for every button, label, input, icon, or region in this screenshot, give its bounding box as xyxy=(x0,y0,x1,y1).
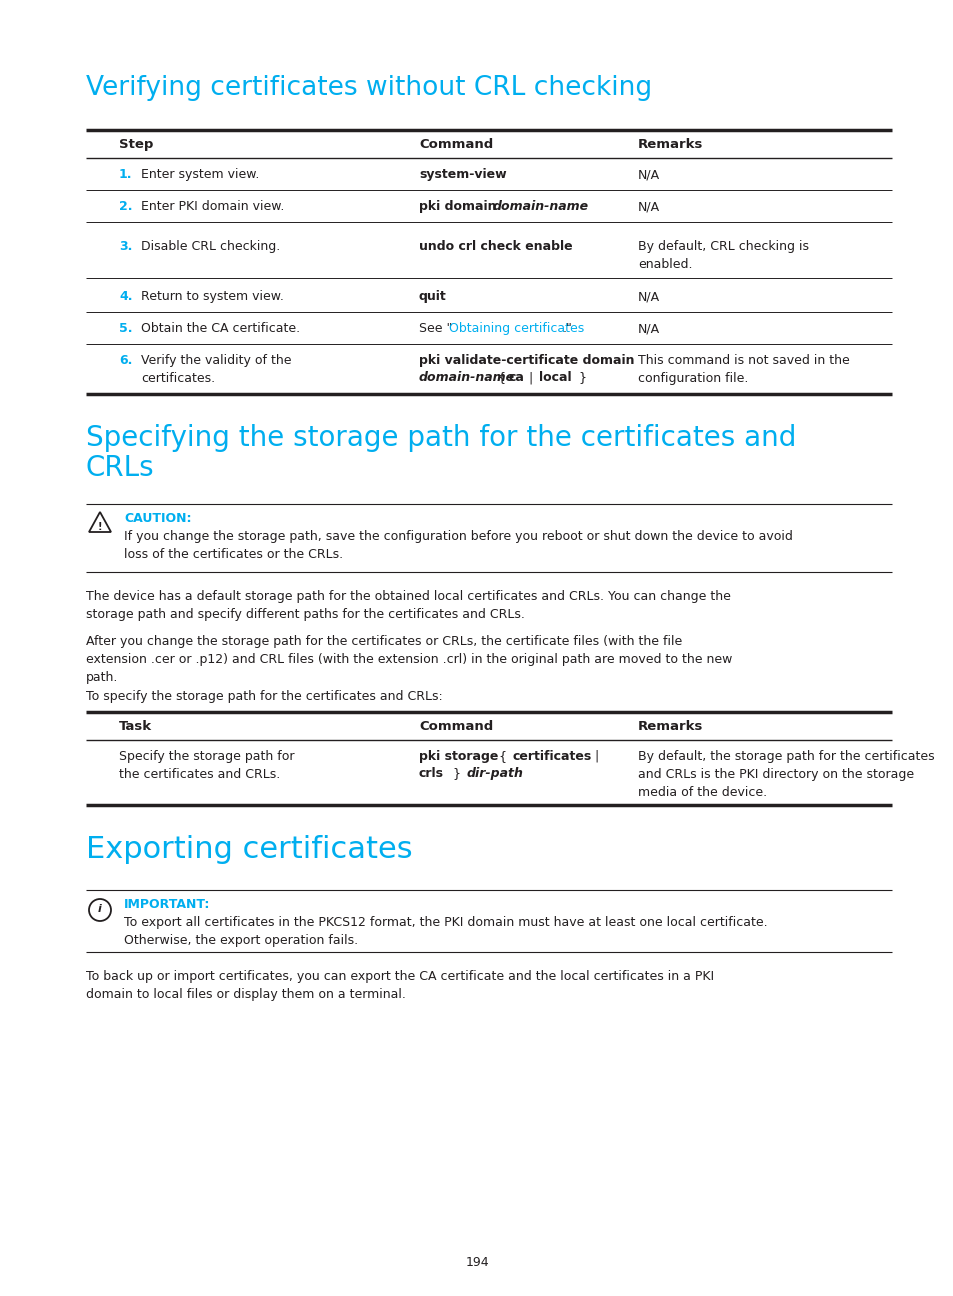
Text: IMPORTANT:: IMPORTANT: xyxy=(124,898,211,911)
Text: certificates: certificates xyxy=(513,750,592,763)
Text: Verify the validity of the
certificates.: Verify the validity of the certificates. xyxy=(141,354,292,385)
Text: To specify the storage path for the certificates and CRLs:: To specify the storage path for the cert… xyxy=(86,689,442,702)
Text: Enter PKI domain view.: Enter PKI domain view. xyxy=(141,200,284,213)
Text: Command: Command xyxy=(418,137,493,152)
Text: pki storage: pki storage xyxy=(418,750,497,763)
Text: local: local xyxy=(538,371,571,384)
Text: Command: Command xyxy=(418,721,493,734)
Text: !: ! xyxy=(97,522,102,531)
Text: N/A: N/A xyxy=(638,200,659,213)
Text: The device has a default storage path for the obtained local certificates and CR: The device has a default storage path fo… xyxy=(86,590,730,621)
Text: domain-name: domain-name xyxy=(493,200,589,213)
Text: 2.: 2. xyxy=(119,200,132,213)
Text: dir-path: dir-path xyxy=(467,767,523,780)
Text: undo crl check enable: undo crl check enable xyxy=(418,240,572,253)
Text: 3.: 3. xyxy=(119,240,132,253)
Text: {: { xyxy=(495,750,511,763)
Text: pki validate-certificate domain: pki validate-certificate domain xyxy=(418,354,634,367)
Text: domain-name: domain-name xyxy=(418,371,515,384)
Text: 1.: 1. xyxy=(119,168,132,181)
Text: |: | xyxy=(590,750,598,763)
Text: 194: 194 xyxy=(465,1256,488,1269)
Text: See ": See " xyxy=(418,321,452,334)
Text: N/A: N/A xyxy=(638,290,659,303)
Text: To back up or import certificates, you can export the CA certificate and the loc: To back up or import certificates, you c… xyxy=(86,969,714,1001)
Text: Step: Step xyxy=(119,137,153,152)
Text: Remarks: Remarks xyxy=(638,721,702,734)
Text: }: } xyxy=(449,767,464,780)
Text: To export all certificates in the PKCS12 format, the PKI domain must have at lea: To export all certificates in the PKCS12… xyxy=(124,916,767,947)
Text: Obtaining certificates: Obtaining certificates xyxy=(449,321,583,334)
Text: pki domain: pki domain xyxy=(418,200,500,213)
Text: CRLs: CRLs xyxy=(86,454,154,482)
Text: ca: ca xyxy=(509,371,524,384)
Text: {: { xyxy=(494,371,510,384)
Text: If you change the storage path, save the configuration before you reboot or shut: If you change the storage path, save the… xyxy=(124,530,792,561)
Text: Task: Task xyxy=(119,721,152,734)
Text: Enter system view.: Enter system view. xyxy=(141,168,259,181)
Text: Disable CRL checking.: Disable CRL checking. xyxy=(141,240,280,253)
Text: crls: crls xyxy=(418,767,443,780)
Text: i: i xyxy=(98,905,102,914)
Text: CAUTION:: CAUTION: xyxy=(124,512,192,525)
Text: Exporting certificates: Exporting certificates xyxy=(86,835,413,864)
Text: This command is not saved in the
configuration file.: This command is not saved in the configu… xyxy=(638,354,849,385)
Text: Remarks: Remarks xyxy=(638,137,702,152)
Text: After you change the storage path for the certificates or CRLs, the certificate : After you change the storage path for th… xyxy=(86,635,732,684)
Text: N/A: N/A xyxy=(638,321,659,334)
Text: system-view: system-view xyxy=(418,168,506,181)
Text: Return to system view.: Return to system view. xyxy=(141,290,284,303)
Text: .": ." xyxy=(562,321,572,334)
Text: }: } xyxy=(575,371,586,384)
Text: By default, the storage path for the certificates
and CRLs is the PKI directory : By default, the storage path for the cer… xyxy=(638,750,934,800)
Text: N/A: N/A xyxy=(638,168,659,181)
Text: Specify the storage path for
the certificates and CRLs.: Specify the storage path for the certifi… xyxy=(119,750,294,781)
Text: 5.: 5. xyxy=(119,321,132,334)
Text: By default, CRL checking is
enabled.: By default, CRL checking is enabled. xyxy=(638,240,808,271)
Text: 4.: 4. xyxy=(119,290,132,303)
Text: Specifying the storage path for the certificates and: Specifying the storage path for the cert… xyxy=(86,424,796,452)
Text: |: | xyxy=(524,371,537,384)
Text: quit: quit xyxy=(418,290,446,303)
Text: Verifying certificates without CRL checking: Verifying certificates without CRL check… xyxy=(86,75,652,101)
Text: 6.: 6. xyxy=(119,354,132,367)
Text: Obtain the CA certificate.: Obtain the CA certificate. xyxy=(141,321,300,334)
